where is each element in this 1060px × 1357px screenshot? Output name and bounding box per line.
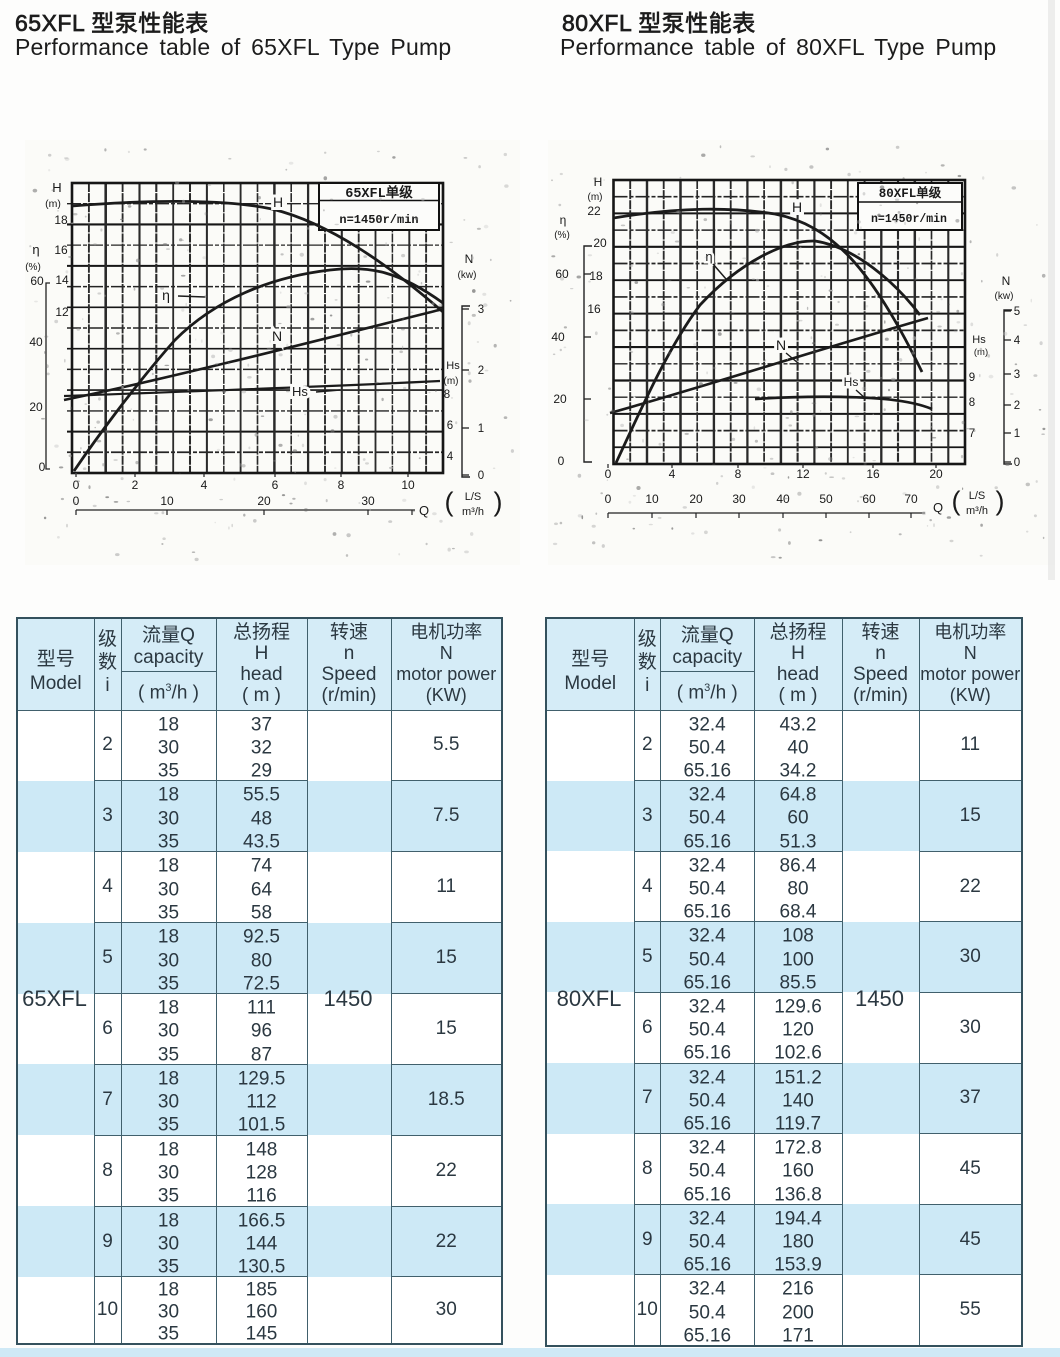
- svg-text:N: N: [465, 252, 474, 266]
- svg-text:0: 0: [558, 454, 565, 468]
- svg-text:16: 16: [54, 243, 68, 257]
- svg-text:2: 2: [1014, 400, 1020, 412]
- svg-text:0: 0: [73, 494, 80, 508]
- svg-text:(m): (m): [444, 376, 459, 387]
- svg-text:14: 14: [55, 273, 69, 287]
- svg-text:0: 0: [478, 470, 484, 482]
- svg-text:H: H: [594, 175, 603, 189]
- svg-text:Hs: Hs: [844, 375, 859, 389]
- svg-text:4: 4: [201, 478, 208, 492]
- svg-text:8: 8: [969, 397, 975, 409]
- svg-text:2: 2: [478, 365, 484, 377]
- svg-text:3: 3: [1014, 369, 1020, 381]
- svg-text:10: 10: [160, 494, 174, 508]
- svg-text:H: H: [273, 194, 283, 210]
- svg-text:L/S: L/S: [969, 490, 986, 502]
- svg-text:η: η: [705, 249, 712, 264]
- svg-text:0: 0: [605, 492, 612, 506]
- svg-text:(kw): (kw): [995, 291, 1014, 302]
- svg-text:0: 0: [1014, 457, 1020, 469]
- svg-text:L/S: L/S: [465, 491, 482, 503]
- svg-text:3: 3: [478, 304, 484, 316]
- svg-text:22: 22: [587, 204, 601, 218]
- svg-text:4: 4: [669, 467, 676, 481]
- svg-text:10: 10: [401, 478, 415, 492]
- svg-text:60: 60: [30, 274, 44, 288]
- svg-text:): ): [996, 486, 1005, 516]
- svg-text:1: 1: [1014, 428, 1020, 440]
- svg-text:): ): [494, 487, 503, 517]
- svg-text:8: 8: [338, 478, 345, 492]
- svg-text:m³/h: m³/h: [966, 505, 988, 517]
- svg-text:6: 6: [447, 420, 453, 432]
- svg-text:1: 1: [478, 423, 484, 435]
- svg-text:16: 16: [587, 302, 601, 316]
- svg-text:H: H: [52, 180, 61, 195]
- svg-text:20: 20: [593, 236, 607, 250]
- svg-text:20: 20: [553, 392, 567, 406]
- svg-text:20: 20: [689, 492, 703, 506]
- svg-text:50: 50: [819, 492, 833, 506]
- svg-text:η: η: [560, 213, 567, 227]
- svg-text:40: 40: [551, 330, 565, 344]
- svg-text:(m): (m): [974, 347, 988, 358]
- svg-text:20: 20: [29, 400, 43, 414]
- svg-text:N: N: [1002, 274, 1011, 288]
- svg-text:(%): (%): [25, 262, 41, 273]
- svg-text:10: 10: [645, 492, 659, 506]
- svg-text:0: 0: [605, 467, 612, 481]
- svg-text:Hs: Hs: [292, 384, 308, 399]
- svg-text:H: H: [792, 199, 802, 215]
- svg-text:n=1450r/min: n=1450r/min: [871, 213, 947, 226]
- svg-text:(%): (%): [554, 230, 570, 241]
- svg-text:8: 8: [444, 389, 450, 401]
- svg-text:65XFL单级: 65XFL单级: [345, 184, 413, 202]
- svg-text:18: 18: [54, 213, 68, 227]
- svg-text:Q: Q: [933, 500, 943, 515]
- svg-text:4: 4: [447, 451, 454, 463]
- svg-text:N: N: [272, 328, 282, 344]
- svg-text:Hs: Hs: [972, 334, 986, 346]
- svg-text:Q: Q: [419, 503, 429, 518]
- svg-text:12: 12: [796, 467, 810, 481]
- svg-text:80XFL单级: 80XFL单级: [879, 185, 942, 201]
- svg-text:n=1450r/min: n=1450r/min: [339, 213, 418, 227]
- svg-text:(m): (m): [45, 198, 61, 210]
- svg-text:40: 40: [29, 335, 43, 349]
- svg-text:(: (: [952, 486, 961, 516]
- svg-text:N: N: [776, 337, 786, 353]
- svg-text:2: 2: [132, 478, 139, 492]
- svg-text:40: 40: [776, 492, 790, 506]
- svg-text:60: 60: [555, 267, 569, 281]
- svg-text:12: 12: [55, 305, 69, 319]
- svg-text:70: 70: [904, 492, 918, 506]
- svg-text:20: 20: [257, 494, 271, 508]
- svg-text:(kw): (kw): [458, 270, 477, 281]
- svg-text:0: 0: [39, 460, 46, 474]
- svg-text:6: 6: [272, 478, 279, 492]
- svg-text:20: 20: [929, 467, 943, 481]
- svg-text:30: 30: [361, 494, 375, 508]
- svg-text:9: 9: [969, 372, 975, 384]
- svg-text:0: 0: [73, 478, 80, 492]
- svg-text:4: 4: [1014, 335, 1021, 347]
- svg-text:m³/h: m³/h: [462, 506, 484, 518]
- svg-text:18: 18: [589, 269, 603, 283]
- svg-text:(: (: [445, 487, 454, 517]
- svg-text:16: 16: [866, 467, 880, 481]
- svg-text:60: 60: [862, 492, 876, 506]
- svg-text:η: η: [32, 242, 39, 257]
- svg-text:30: 30: [732, 492, 746, 506]
- svg-text:7: 7: [969, 428, 975, 440]
- svg-text:Hs: Hs: [446, 360, 460, 372]
- svg-text:5: 5: [1014, 306, 1020, 318]
- svg-text:(m): (m): [588, 192, 603, 203]
- svg-text:8: 8: [735, 467, 742, 481]
